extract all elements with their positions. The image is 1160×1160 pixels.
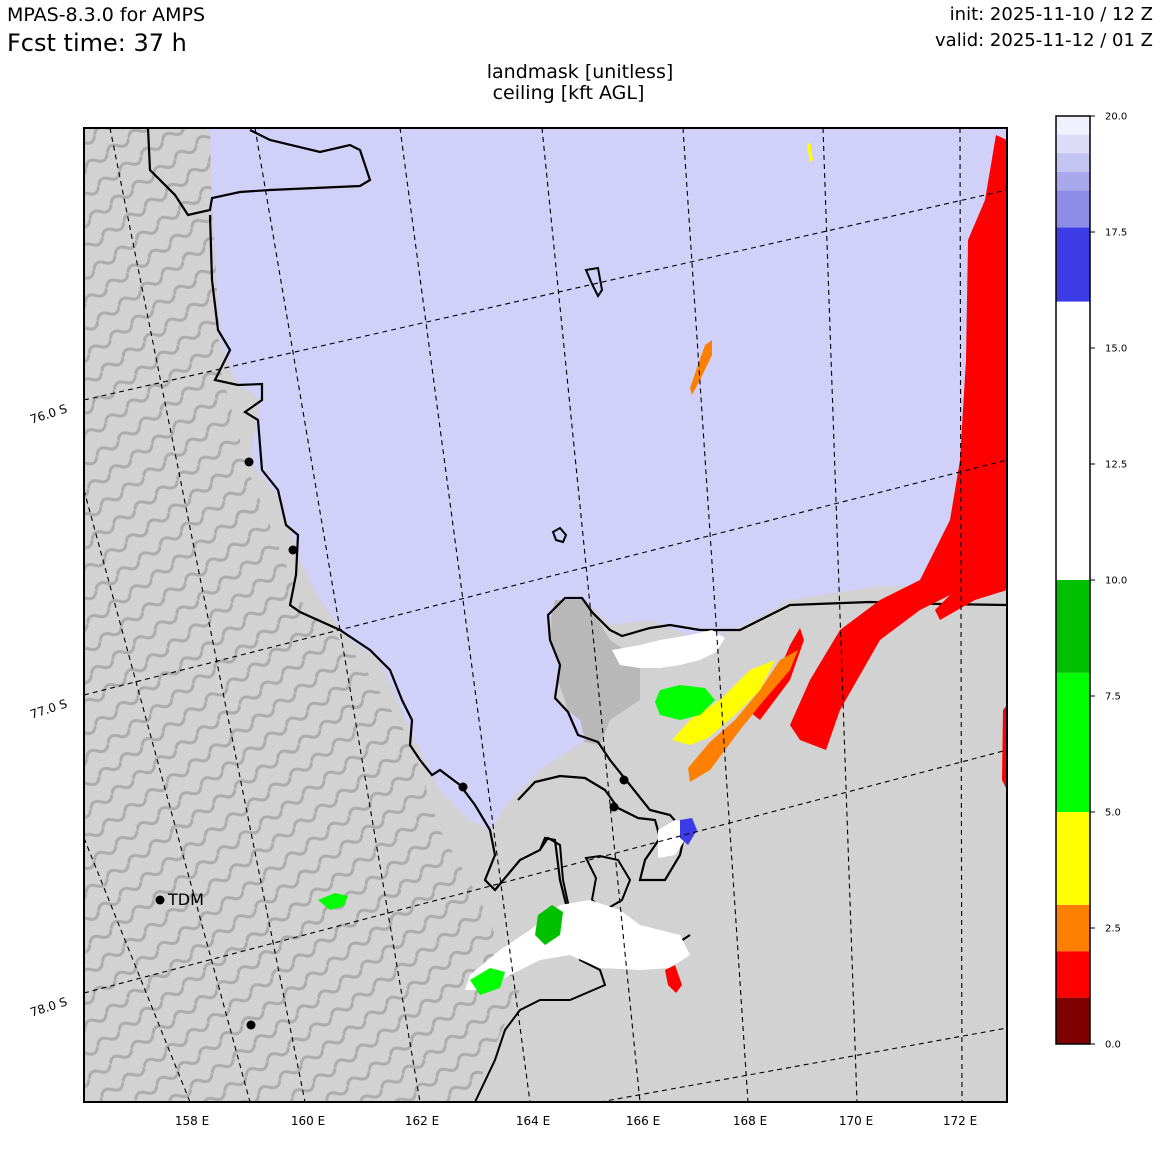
lon-tick-label: 170 E	[839, 1114, 873, 1128]
colorbar-tick-label: 15.0	[1105, 344, 1127, 355]
ceiling-green-west	[318, 893, 348, 910]
lon-axis: 158 E 160 E 162 E 164 E 166 E 168 E 170 …	[175, 1114, 977, 1128]
colorbar-band	[1056, 153, 1090, 172]
ross-island-terrain	[550, 598, 640, 745]
beaufort-island	[584, 266, 604, 298]
colorbar-tick-label: 0.0	[1105, 1040, 1121, 1051]
coastline-mcmurdo-south	[584, 854, 632, 912]
ceiling-yellow	[672, 660, 775, 745]
ceiling-white-south	[465, 900, 690, 990]
lat-axis: 76.0 S 77.0 S 78.0 S	[28, 402, 69, 1020]
lat-tick-label: 76.0 S	[28, 402, 69, 427]
ceiling-white-ross	[612, 630, 725, 668]
ceiling-green-ross	[655, 685, 715, 720]
station-dot	[619, 775, 629, 785]
colorbar-tick-label: 17.5	[1105, 228, 1127, 239]
model-name: MPAS-8.3.0 for AMPS	[7, 4, 206, 26]
colorbar-tick-label: 5.0	[1105, 808, 1121, 819]
ceiling-orange-small	[690, 340, 712, 395]
colorbar-tick-label: 20.0	[1105, 112, 1127, 123]
colorbar-tick-label: 2.5	[1105, 924, 1121, 935]
ceiling-red-south	[665, 965, 682, 993]
lon-tick-label: 162 E	[405, 1114, 439, 1128]
ceiling-red-edge	[1002, 705, 1007, 790]
colorbar-band	[1056, 227, 1090, 302]
coastline-southern-shore	[474, 836, 607, 1102]
lat-tick-label: 77.0 S	[28, 697, 69, 722]
transantarctic-mountains	[84, 128, 520, 1102]
colorbar-band	[1056, 580, 1090, 673]
lon-tick-label: 168 E	[733, 1114, 767, 1128]
ceiling-red-strip-a	[935, 555, 1007, 620]
colorbar-band	[1056, 301, 1090, 580]
station-dot	[458, 782, 468, 792]
forecast-time: Fcst time: 37 h	[7, 29, 187, 57]
ross-sea-ocean	[210, 128, 1007, 830]
colorbar-tick-label: 7.5	[1105, 692, 1121, 703]
valid-time: valid: 2025-11-12 / 01 Z	[935, 30, 1153, 51]
ceiling-orange-main	[688, 650, 798, 782]
lon-tick-label: 172 E	[943, 1114, 977, 1128]
lat-tick-label: 78.0 S	[28, 995, 69, 1020]
ceiling-blue-minna	[680, 818, 697, 845]
init-time: init: 2025-11-10 / 12 Z	[949, 4, 1153, 25]
ceiling-yellow-small	[807, 142, 813, 162]
station-dot	[288, 545, 298, 555]
graticule	[84, 128, 1007, 1102]
colorbar-band	[1056, 951, 1090, 998]
colorbar-tick-label: 10.0	[1105, 576, 1127, 587]
colorbar	[1056, 116, 1090, 1044]
ceiling-overlay	[318, 135, 1007, 995]
station-dot	[609, 802, 619, 812]
field-title-landmask: landmask [unitless]	[486, 61, 674, 83]
field-title-ceiling: ceiling [kft AGL]	[492, 82, 645, 104]
station-dot	[244, 457, 254, 467]
station-dot	[246, 1020, 256, 1030]
colorbar-band	[1056, 134, 1090, 154]
coastline-ross-island	[517, 596, 1007, 882]
colorbar-tick-label: 12.5	[1105, 460, 1127, 471]
coastline-west	[146, 128, 372, 217]
ceiling-red-east-band	[790, 135, 1007, 750]
colorbar-band	[1056, 190, 1090, 228]
colorbar-band	[1056, 116, 1090, 135]
map-frame	[83, 127, 1008, 1103]
station-dot-tdm	[155, 895, 165, 905]
colorbar-band	[1056, 812, 1090, 905]
franklin-island	[551, 526, 568, 544]
ceiling-green-south-a	[535, 905, 563, 945]
colorbar-band	[1056, 997, 1090, 1044]
lon-tick-label: 166 E	[626, 1114, 660, 1128]
colorbar-band	[1056, 171, 1090, 191]
lon-tick-label: 160 E	[291, 1114, 325, 1128]
stations	[155, 457, 629, 1030]
colorbar-ticks: 0.0 2.5 5.0 7.5 10.0 12.5 15.0 17.5 20.0	[1090, 112, 1127, 1051]
colorbar-band	[1056, 672, 1090, 812]
colorbar-band	[1056, 904, 1090, 952]
lon-tick-label: 164 E	[516, 1114, 550, 1128]
station-label-tdm: TDM	[167, 890, 204, 909]
lon-tick-label: 158 E	[175, 1114, 209, 1128]
ceiling-green-south-b	[470, 968, 505, 995]
